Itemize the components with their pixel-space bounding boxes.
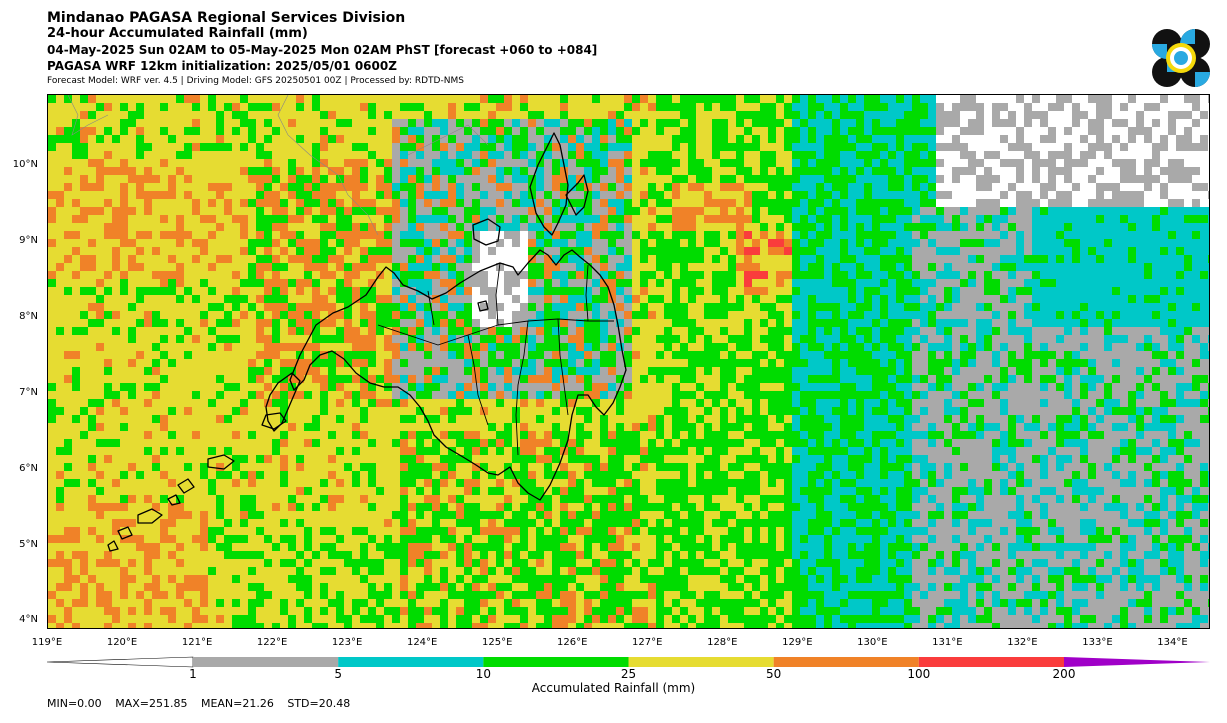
mindanao-coastline	[289, 249, 627, 501]
colorbar-tick: 25	[620, 667, 637, 681]
lon-label: 133°E	[1082, 637, 1113, 648]
sulu-coastline	[207, 454, 235, 470]
lon-label: 126°E	[557, 637, 588, 648]
title-line-2: 24-hour Accumulated Rainfall (mm)	[47, 26, 308, 41]
dinagat-coastline	[565, 174, 589, 216]
colorbar	[47, 656, 1210, 668]
lat-label: 10°N	[12, 159, 38, 171]
colorbar-tick: 50	[766, 667, 782, 681]
zamboanga-coastline	[265, 372, 301, 432]
title-line-3: 04-May-2025 Sun 02AM to 05-May-2025 Mon …	[47, 43, 598, 57]
colorbar-tick: 5	[334, 667, 342, 681]
title-line-4: PAGASA WRF 12km initialization: 2025/05/…	[47, 59, 397, 73]
lon-label: 127°E	[632, 637, 663, 648]
lon-label: 130°E	[857, 637, 888, 648]
lon-label: 131°E	[932, 637, 963, 648]
lon-label: 121°E	[181, 637, 213, 648]
colorbar-label: Accumulated Rainfall (mm)	[531, 681, 696, 695]
colorbar-tick: 200	[1052, 667, 1076, 681]
rainfall-map	[47, 94, 1210, 629]
lon-label: 123°E	[331, 637, 363, 648]
lon-label: 124°E	[406, 637, 438, 648]
pagasa-logo	[1152, 29, 1210, 87]
siquijor-coastline	[477, 300, 489, 312]
title-line-1: Mindanao PAGASA Regional Services Divisi…	[47, 10, 406, 26]
lat-label: 9°N	[19, 234, 38, 246]
bohol-coastline	[472, 218, 501, 246]
lon-label: 122°E	[256, 637, 288, 648]
lon-label: 129°E	[782, 637, 813, 648]
title-block: Mindanao PAGASA Regional Services Divisi…	[47, 10, 597, 87]
province-boundaries	[377, 262, 614, 456]
colorbar-tick: 100	[907, 667, 931, 681]
lat-label: 4°N	[19, 614, 38, 626]
basilan-coastline	[261, 412, 287, 430]
lon-label: 134°E	[1157, 637, 1188, 648]
stat-max: MAX=251.85	[115, 697, 188, 710]
colorbar-tick: 10	[475, 667, 491, 681]
sulu-islets	[107, 478, 195, 552]
stats-line: MIN=0.00 MAX=251.85 MEAN=21.26 STD=20.48	[47, 697, 360, 710]
lat-label: 6°N	[19, 462, 38, 474]
samar-coastline	[529, 132, 569, 236]
stat-mean: MEAN=21.26	[200, 697, 274, 710]
stat-min: MIN=0.00	[47, 697, 102, 710]
lat-label: 7°N	[19, 386, 38, 398]
tawi-coastline	[137, 508, 163, 524]
title-line-5: Forecast Model: WRF ver. 4.5 | Driving M…	[47, 76, 464, 86]
colorbar-tick: 1	[189, 667, 197, 681]
lon-label: 119°E	[31, 637, 63, 648]
lon-label: 120°E	[106, 637, 138, 648]
lon-label: 132°E	[1007, 637, 1038, 648]
lon-label: 128°E	[707, 637, 738, 648]
lon-label: 125°E	[481, 637, 513, 648]
lat-label: 5°N	[19, 538, 38, 550]
stat-std: STD=20.48	[287, 697, 351, 710]
lat-label: 8°N	[19, 310, 38, 322]
